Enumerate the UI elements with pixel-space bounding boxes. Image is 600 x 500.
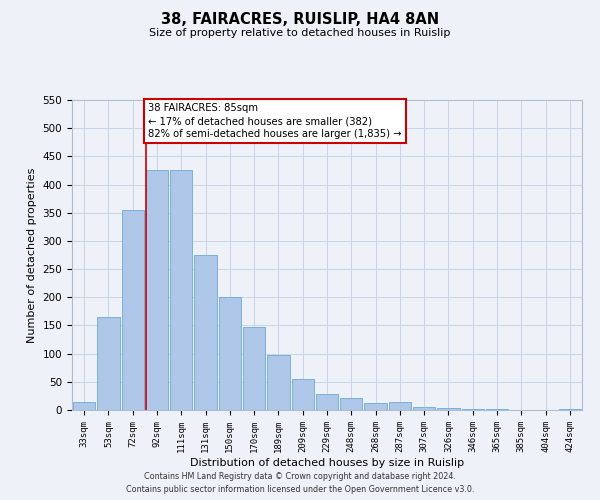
- Bar: [389, 402, 411, 410]
- Bar: [364, 402, 387, 410]
- Bar: [267, 356, 290, 410]
- Bar: [218, 298, 241, 410]
- Y-axis label: Number of detached properties: Number of detached properties: [27, 168, 37, 342]
- Bar: [170, 170, 193, 410]
- Text: Size of property relative to detached houses in Ruislip: Size of property relative to detached ho…: [149, 28, 451, 38]
- Bar: [340, 398, 362, 410]
- Text: Contains HM Land Registry data © Crown copyright and database right 2024.: Contains HM Land Registry data © Crown c…: [144, 472, 456, 481]
- X-axis label: Distribution of detached houses by size in Ruislip: Distribution of detached houses by size …: [190, 458, 464, 468]
- Text: 38 FAIRACRES: 85sqm
← 17% of detached houses are smaller (382)
82% of semi-detac: 38 FAIRACRES: 85sqm ← 17% of detached ho…: [148, 103, 402, 139]
- Bar: [97, 317, 119, 410]
- Bar: [122, 210, 144, 410]
- Bar: [194, 255, 217, 410]
- Text: 38, FAIRACRES, RUISLIP, HA4 8AN: 38, FAIRACRES, RUISLIP, HA4 8AN: [161, 12, 439, 28]
- Bar: [292, 379, 314, 410]
- Bar: [316, 394, 338, 410]
- Bar: [437, 408, 460, 410]
- Bar: [559, 409, 581, 410]
- Bar: [73, 402, 95, 410]
- Text: Contains public sector information licensed under the Open Government Licence v3: Contains public sector information licen…: [126, 485, 474, 494]
- Bar: [146, 170, 168, 410]
- Bar: [243, 326, 265, 410]
- Bar: [413, 407, 436, 410]
